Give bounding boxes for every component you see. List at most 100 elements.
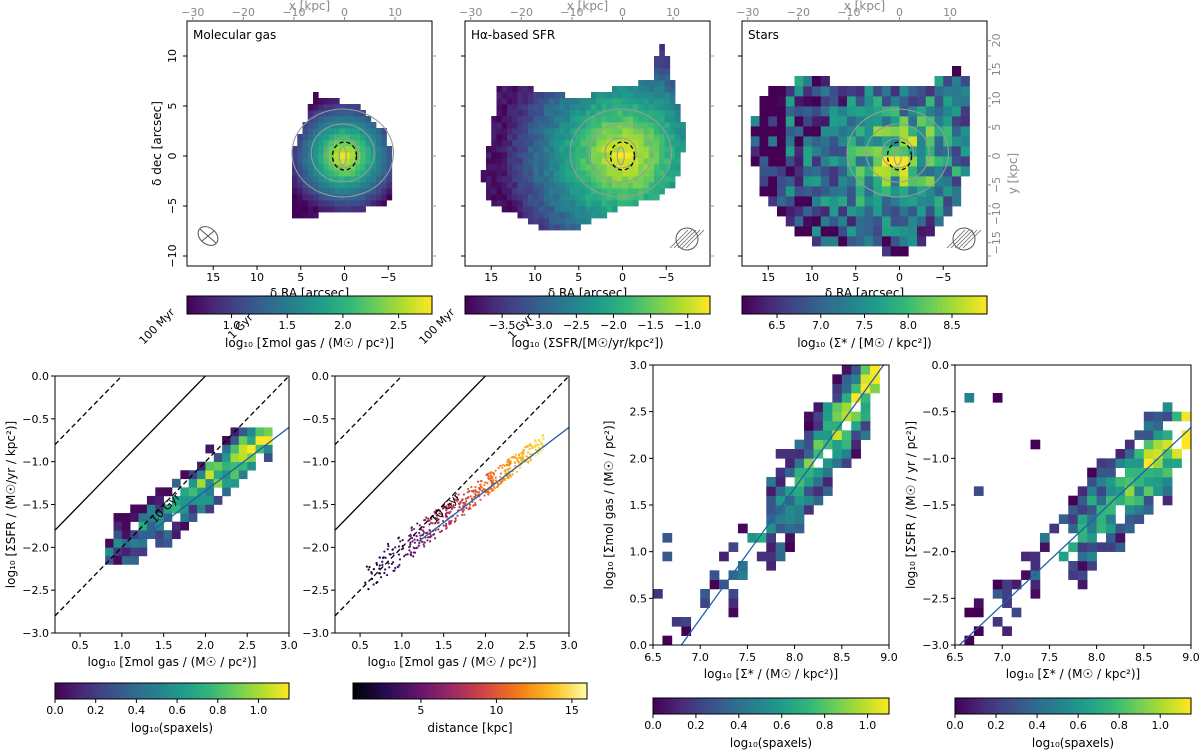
map-colorbar-swatch [514,296,519,314]
map-pixel [491,182,497,189]
map-pixel [575,194,581,201]
map-colorbar-swatch [329,296,335,314]
map-pixel [528,104,534,111]
map-pixel [501,164,508,171]
map-pixel [777,106,787,117]
map-pixel [575,152,581,159]
map-pixel [664,170,671,177]
scatter-point [470,497,474,500]
map-colorbar-swatch [815,296,821,314]
cb-spaxels-1-swatch [160,683,165,699]
map-pixel [501,170,508,177]
map-pixel [297,194,303,201]
cb-spaxels-2-swatch [684,698,689,714]
scatter-point [527,460,530,464]
map-pixel [528,218,534,225]
cb-distance-swatch [466,683,471,699]
scatter-point [501,466,504,470]
map-pixel [664,128,671,135]
map-pixel [864,116,874,127]
map-pixel [554,200,560,207]
map-pixel [507,170,513,177]
map-pixel [376,158,382,165]
map-pixel [794,76,804,87]
map-pixel [654,104,660,111]
cb-spaxels-3-swatch [1057,698,1062,714]
map-pixel [952,86,962,97]
map-pixel [349,182,356,189]
density-cell [105,555,114,565]
map-pixel [601,206,608,213]
map-pixel [522,134,529,141]
scatter-point [468,490,471,493]
map-pixel [633,86,639,93]
density-cell [728,598,739,608]
scatter-point [451,506,454,509]
cb-distance-swatch [372,683,377,699]
map-pixel [580,128,587,135]
cb-distance-swatch [520,683,526,699]
cb-spaxels-1-swatch [203,683,208,699]
map-pixel [549,212,555,219]
map-pixel [890,216,900,227]
map-colorbar-swatch [264,296,270,314]
map-pixel [847,156,857,167]
cb-distance-swatch [516,683,522,699]
density-cell [841,365,852,375]
map-top-tick-label: 10 [943,6,957,19]
scatter-point [487,493,490,496]
map-pixel [633,182,639,189]
map-pixel [960,156,970,167]
map-pixel [512,182,518,189]
cb-spaxels-2-tick-label: 0.4 [730,719,748,732]
map-pixel [360,206,366,213]
map-colorbar-swatch [673,296,678,314]
cb-spaxels-3-swatch [1049,698,1054,714]
map-pixel [943,196,953,207]
beam-hatch [677,229,697,249]
map-pixel [501,134,508,141]
map-pixel [627,86,634,93]
map-colorbar-swatch [925,296,931,314]
map-pixel [381,134,387,141]
map-colorbar-swatch [280,296,286,314]
cb-distance-swatch [540,683,545,699]
map-pixel [612,188,618,195]
map-pixel [777,186,787,197]
map-pixel [659,104,665,111]
density-cell [700,589,710,599]
ks-xtick-label: 8.0 [786,651,804,664]
ks-xlabel: log₁₀ [Σmol gas / (M☉ / pc²)] [368,655,537,669]
map-ytick-label: 0 [166,153,179,160]
cb-distance-swatch [376,683,381,699]
map-pixel [847,146,857,157]
cb-spaxels-1-swatch [125,683,130,699]
map-pixel [812,196,822,207]
density-cell [238,461,248,471]
density-cell [992,617,1003,627]
map-pixel [570,212,576,219]
cb-spaxels-1-swatch [261,683,267,699]
map-pixel [591,116,597,123]
density-cell [1153,467,1163,478]
map-pixel [496,134,503,141]
map-colorbar-swatch [485,296,491,314]
density-cell [804,467,814,478]
map-pixel [543,98,550,105]
density-cell [1106,505,1116,515]
map-colorbar-swatch [962,296,968,314]
map-pixel [659,50,665,57]
density-cell [766,542,777,552]
cb-distance-swatch [544,683,549,699]
scatter-point [453,506,456,509]
density-cell [804,449,814,459]
map-pixel [601,182,608,189]
map-pixel [812,156,822,167]
scatter-point [509,460,512,463]
map-ytick-label: 5 [166,103,179,110]
map-pixel [777,136,787,147]
density-cell [775,495,786,506]
map-pixel [606,194,613,201]
scatter-point [452,504,455,507]
map-pixel [768,86,778,97]
